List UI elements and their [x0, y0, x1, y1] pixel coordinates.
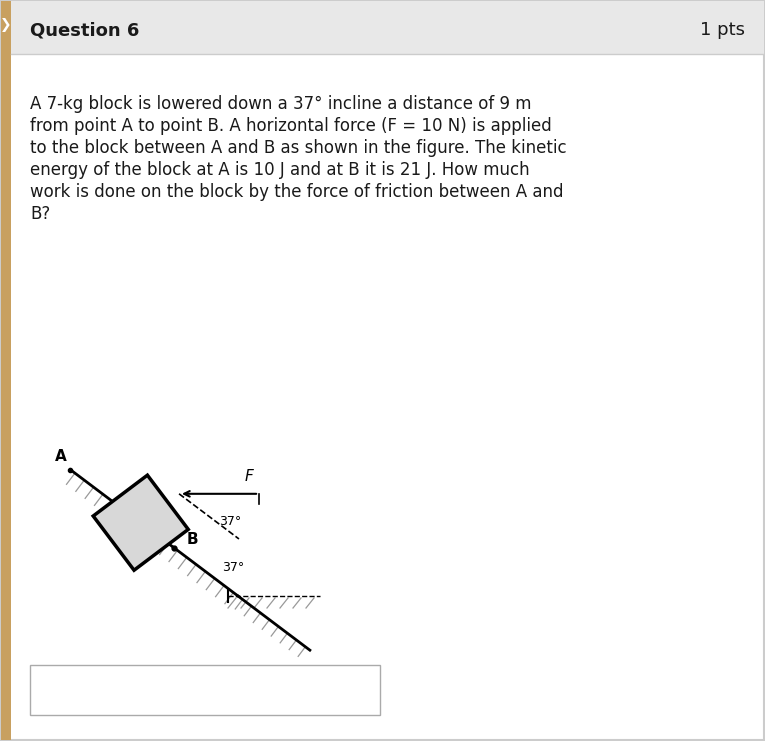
Text: ❯: ❯	[0, 18, 11, 32]
Polygon shape	[93, 475, 188, 571]
Text: work is done on the block by the force of friction between A and: work is done on the block by the force o…	[30, 183, 564, 201]
Text: from point A to point B. A horizontal force (F = 10 N) is applied: from point A to point B. A horizontal fo…	[30, 117, 552, 135]
Text: A: A	[54, 448, 67, 464]
Text: 1 pts: 1 pts	[700, 21, 745, 39]
Text: F: F	[245, 469, 253, 484]
Text: 37°: 37°	[219, 515, 241, 528]
Bar	[30, 665, 380, 715]
Text: 37°: 37°	[222, 561, 244, 574]
Text: energy of the block at A is 10 J and at B it is 21 J. How much: energy of the block at A is 10 J and at …	[30, 161, 529, 179]
Text: A 7-kg block is lowered down a 37° incline a distance of 9 m: A 7-kg block is lowered down a 37° incli…	[30, 95, 532, 113]
Text: B?: B?	[30, 205, 50, 223]
Text: Question 6: Question 6	[30, 21, 139, 39]
Bar	[11, 1, 764, 54]
Text: to the block between A and B as shown in the figure. The kinetic: to the block between A and B as shown in…	[30, 139, 567, 157]
Bar	[1, 1, 11, 740]
Text: B: B	[186, 533, 198, 548]
